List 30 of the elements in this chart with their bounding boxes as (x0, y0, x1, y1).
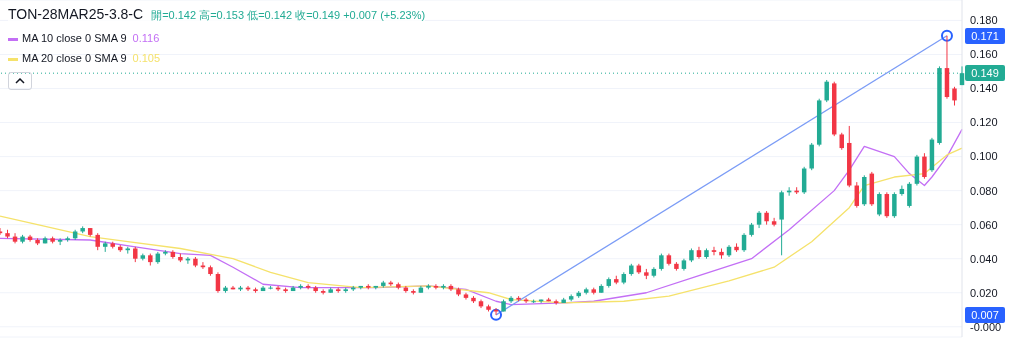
y-tick-label: -0.000 (970, 320, 1002, 333)
ref-line-label: 0.149 (965, 65, 1005, 82)
annotation: 0.007 (965, 306, 1005, 323)
candlestick (952, 86, 957, 107)
candlestick (809, 142, 814, 171)
candlestick (877, 191, 882, 217)
y-tick-label: 0.140 (970, 82, 998, 95)
legend-label: MA 10 close 0 SMA 9 (22, 32, 127, 44)
candlestick (824, 79, 829, 103)
annotation: 0.105 (132, 52, 161, 64)
y-tick-label: 0.180 (970, 14, 998, 27)
annotation: 開=0.142 高=0.153 低=0.142 收=0.149 +0.007 (+5.23%) (151, 8, 426, 23)
candlestick (922, 152, 927, 180)
candlestick (907, 181, 912, 209)
candlestick (305, 283, 311, 290)
y-tick-label: 0.160 (970, 48, 998, 61)
candlestick (57, 237, 63, 246)
candlestick (711, 246, 717, 256)
y-tick-label: 0.020 (970, 286, 998, 299)
y-tick-label: 0.100 (970, 150, 998, 163)
text: TON-28MAR25-3.8-C (8, 6, 144, 22)
y-tick-label: 0.080 (970, 184, 998, 197)
legend-label: MA 20 close 0 SMA 9 (22, 52, 127, 64)
y-tick-label: 0.120 (970, 116, 998, 129)
candlestick (892, 191, 897, 219)
y-tick-label: 0.040 (970, 252, 998, 265)
annotation: 0.171 (965, 27, 1005, 44)
annotation: 0.116 (132, 32, 160, 44)
candlestick (433, 283, 439, 290)
y-tick-label: 0.060 (970, 218, 998, 231)
